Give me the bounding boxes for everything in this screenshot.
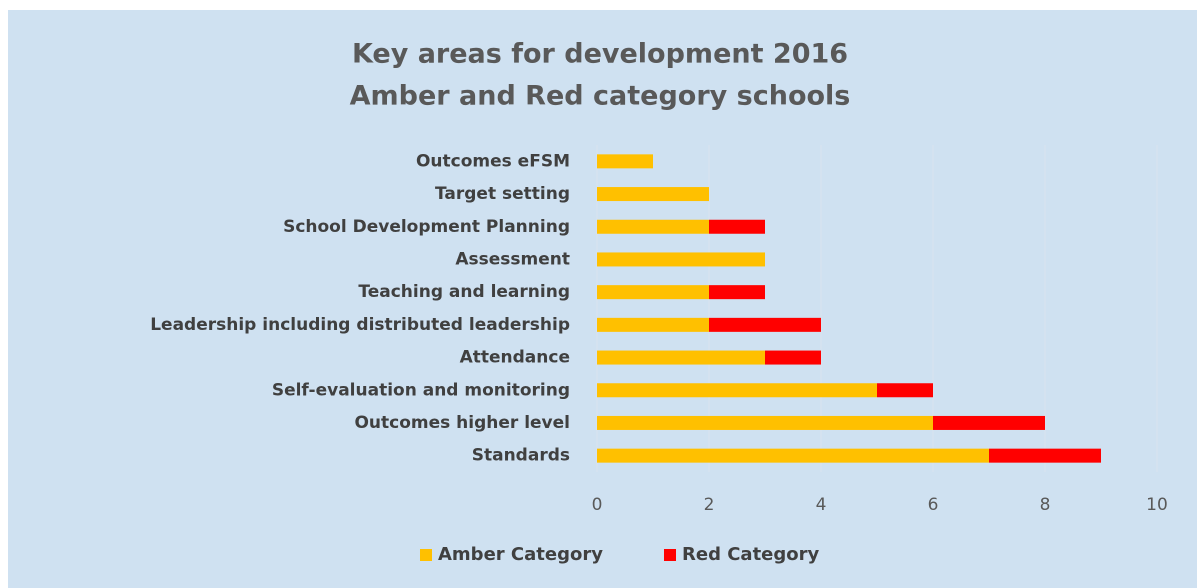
y-tick-label: Outcomes higher level [354, 413, 570, 433]
legend-swatch [420, 549, 432, 561]
bar-segment [709, 285, 765, 300]
chart-title: Key areas for development 2016 [352, 39, 848, 70]
legend-label: Red Category [682, 544, 820, 565]
bar-segment [597, 219, 709, 234]
bar-segment [597, 252, 765, 267]
y-tick-label: Outcomes eFSM [416, 151, 570, 171]
y-tick-label: Assessment [455, 249, 570, 269]
bar-segment [597, 415, 933, 430]
x-tick-label: 8 [1040, 495, 1051, 515]
y-tick-label: Target setting [435, 184, 570, 204]
bar-segment [933, 415, 1045, 430]
x-tick-label: 6 [928, 495, 939, 515]
bar-segment [597, 350, 765, 365]
y-tick-label: Teaching and learning [358, 282, 570, 302]
bar-segment [597, 317, 709, 332]
bar-segment [989, 448, 1101, 463]
bar-segment [765, 350, 821, 365]
bar-segment [709, 219, 765, 234]
x-tick-label: 0 [592, 495, 603, 515]
bar-segment [709, 317, 821, 332]
bar-segment [597, 285, 709, 300]
x-tick-label: 10 [1146, 495, 1168, 515]
y-tick-label: Leadership including distributed leaders… [150, 315, 570, 335]
y-tick-label: Self-evaluation and monitoring [272, 380, 570, 400]
bar-segment [597, 383, 877, 398]
chart-subtitle: Amber and Red category schools [350, 81, 851, 112]
bar-segment [597, 187, 709, 202]
bar-segment [877, 383, 933, 398]
bar-segment [597, 154, 653, 169]
x-tick-label: 4 [816, 495, 827, 515]
legend-swatch [664, 549, 676, 561]
y-tick-label: Attendance [460, 348, 570, 368]
legend-label: Amber Category [438, 544, 603, 565]
y-tick-label: Standards [472, 446, 570, 466]
y-tick-label: School Development Planning [283, 217, 570, 237]
bar-segment [597, 448, 989, 463]
x-tick-label: 2 [704, 495, 715, 515]
